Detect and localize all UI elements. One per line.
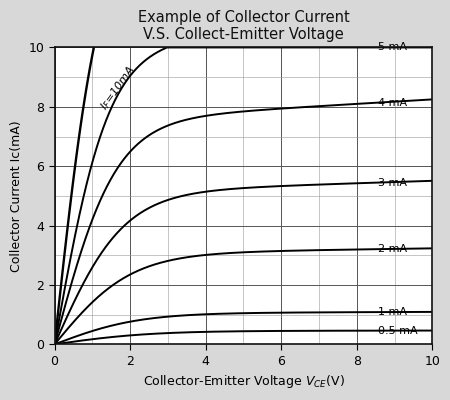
Text: 4 mA: 4 mA bbox=[378, 98, 407, 108]
Text: 0.5 mA: 0.5 mA bbox=[378, 326, 417, 336]
Text: $I_F$=10mA: $I_F$=10mA bbox=[98, 63, 139, 113]
Title: Example of Collector Current
V.S. Collect-Emitter Voltage: Example of Collector Current V.S. Collec… bbox=[138, 10, 349, 42]
Text: 5 mA: 5 mA bbox=[378, 42, 406, 52]
Y-axis label: Collector Current Ic(mA): Collector Current Ic(mA) bbox=[10, 120, 22, 272]
Text: 1 mA: 1 mA bbox=[378, 307, 406, 317]
Text: 2 mA: 2 mA bbox=[378, 244, 407, 254]
X-axis label: Collector-Emitter Voltage $V_{CE}$(V): Collector-Emitter Voltage $V_{CE}$(V) bbox=[143, 373, 344, 390]
Text: 3 mA: 3 mA bbox=[378, 178, 406, 188]
